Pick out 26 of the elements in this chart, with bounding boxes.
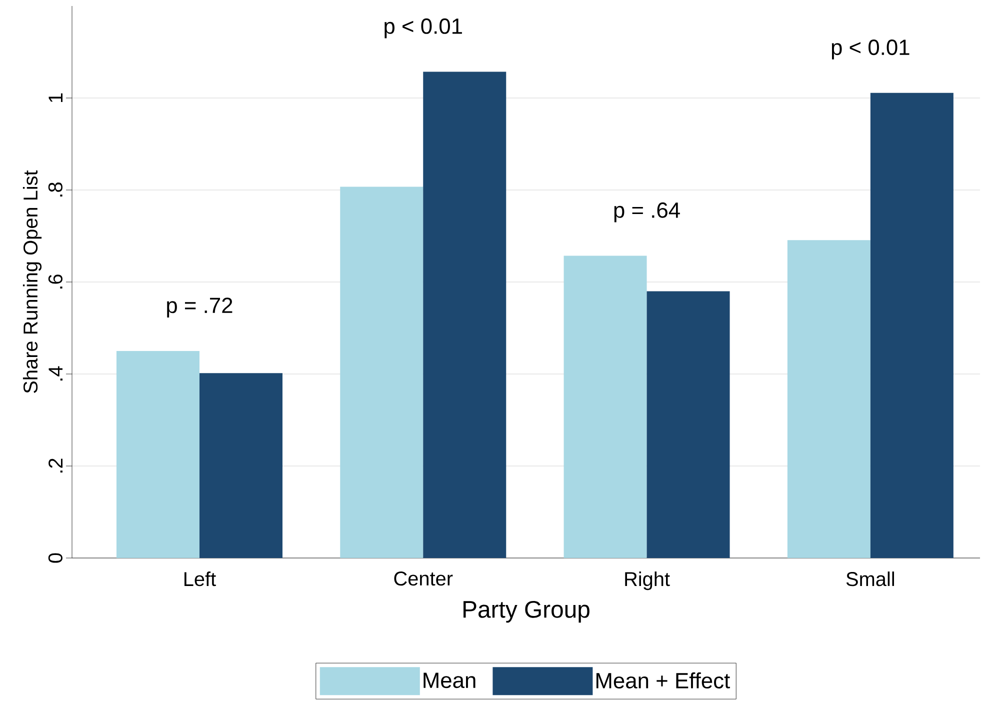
bar xyxy=(787,240,870,558)
legend-label: Mean + Effect xyxy=(596,672,730,688)
x-tick-label: Right xyxy=(625,572,670,590)
bar xyxy=(116,350,200,558)
legend-label: Mean xyxy=(424,672,476,688)
y-tick-label: .2 xyxy=(48,458,62,472)
y-tick-label: .4 xyxy=(48,366,62,380)
x-tick-label: Center xyxy=(394,572,453,586)
y-tick-label: 1 xyxy=(48,93,62,102)
annotation: p < 0.01 xyxy=(832,40,910,60)
annotation: p < 0.01 xyxy=(384,18,462,38)
x-axis-title: Party Group xyxy=(464,600,590,623)
y-tick-label: .6 xyxy=(48,274,62,288)
bar xyxy=(340,186,424,558)
y-axis-title: Share Running Open List xyxy=(22,170,42,393)
annotation: p = .64 xyxy=(614,202,680,222)
x-tick-label: Small xyxy=(846,572,894,586)
annotation: p = .72 xyxy=(167,298,232,318)
bar xyxy=(646,291,730,558)
bar xyxy=(423,72,506,558)
bar xyxy=(564,256,647,558)
y-tick-label: 0 xyxy=(48,553,62,563)
bar xyxy=(199,373,282,558)
x-tick-label: Left xyxy=(184,572,216,586)
y-tick-label: .8 xyxy=(48,182,62,196)
bar xyxy=(870,92,954,558)
